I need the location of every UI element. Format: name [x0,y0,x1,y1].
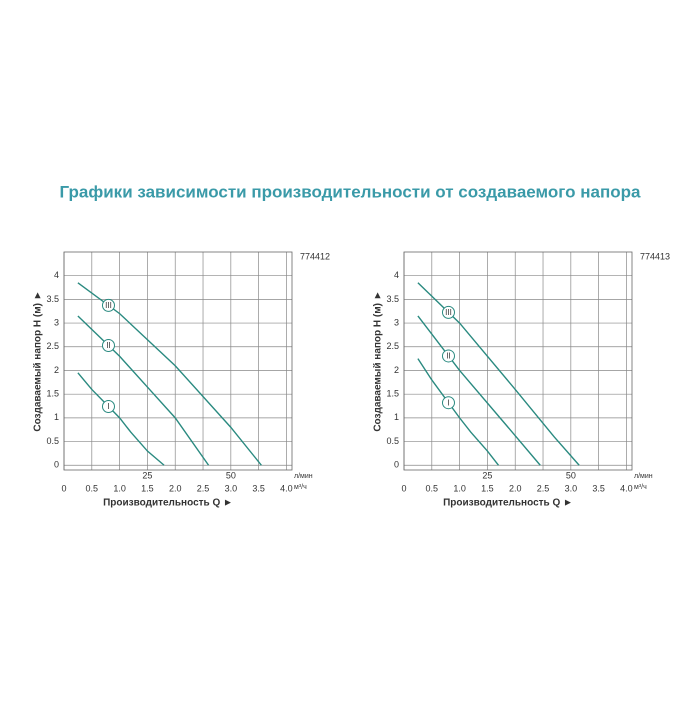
legend-marker [101,339,115,353]
x2-tick-label: 50 [566,470,576,480]
x-tick-label: 4.0 [620,483,633,493]
curve [417,358,500,466]
legend-label: II [446,352,450,361]
y-tick-label: 3.5 [386,294,399,304]
x-tick-label: 0 [401,483,406,493]
y-tick-label: 0 [394,460,399,470]
y-tick-label: 0.5 [386,436,399,446]
x2-tick-label: 25 [482,470,492,480]
x-tick-label: 0.5 [426,483,439,493]
x-unit: м³/ч [294,484,307,491]
y-tick-label: 2.5 [46,341,59,351]
x-tick-label: 2.0 [509,483,522,493]
y-tick-label: 1 [54,412,59,422]
x2-tick-label: 50 [226,470,236,480]
legend-label: II [106,341,110,350]
y-tick-label: 0.5 [46,436,59,446]
plot-frame [63,251,293,471]
plot-frame [403,251,633,471]
legend-marker [441,349,455,363]
legend-marker [441,305,455,319]
x-tick-label: 1.5 [481,483,494,493]
y-tick-label: 4 [54,270,59,280]
y-tick-label: 4 [394,270,399,280]
x-axis-label: Производительность Q ► [443,498,573,509]
y-axis-label: Создаваемый напор Н (м) ► [33,290,44,431]
x2-unit: л/мин [294,473,313,480]
x-tick-label: 1.0 [453,483,466,493]
x-tick-label: 3.5 [252,483,265,493]
y-tick-label: 1.5 [46,389,59,399]
x-tick-label: 3.0 [225,483,238,493]
x-tick-label: 2.5 [197,483,210,493]
x-tick-label: 1.0 [113,483,126,493]
legend-label: III [445,308,452,317]
x-tick-label: 2.0 [169,483,182,493]
legend-label: III [105,301,112,310]
x-tick-label: 0.5 [86,483,99,493]
legend-label: I [107,402,109,411]
y-axis-label: Создаваемый напор Н (м) ► [373,290,384,431]
y-tick-label: 2.5 [386,341,399,351]
curve [77,372,165,466]
y-tick-label: 1.5 [386,389,399,399]
x-tick-label: 3.0 [565,483,578,493]
curve [417,315,541,466]
x-tick-label: 4.0 [280,483,293,493]
y-tick-label: 0 [54,460,59,470]
x-unit: м³/ч [634,484,647,491]
y-tick-label: 3 [54,317,59,327]
y-tick-label: 3.5 [46,294,59,304]
x2-tick-label: 25 [142,470,152,480]
x-tick-label: 1.5 [141,483,154,493]
legend-marker [101,298,115,312]
x-tick-label: 2.5 [537,483,550,493]
model-id: 774412 [300,251,330,261]
x2-unit: л/мин [634,473,653,480]
x-tick-label: 0 [61,483,66,493]
legend-marker [101,399,115,413]
y-tick-label: 2 [54,365,59,375]
model-id: 774413 [640,251,670,261]
y-tick-label: 1 [394,412,399,422]
x-axis-label: Производительность Q ► [103,498,233,509]
y-tick-label: 3 [394,317,399,327]
x-tick-label: 3.5 [592,483,605,493]
legend-label: I [447,398,449,407]
legend-marker [441,396,455,410]
page-title: Графики зависимости производительности о… [60,182,641,201]
y-tick-label: 2 [394,365,399,375]
